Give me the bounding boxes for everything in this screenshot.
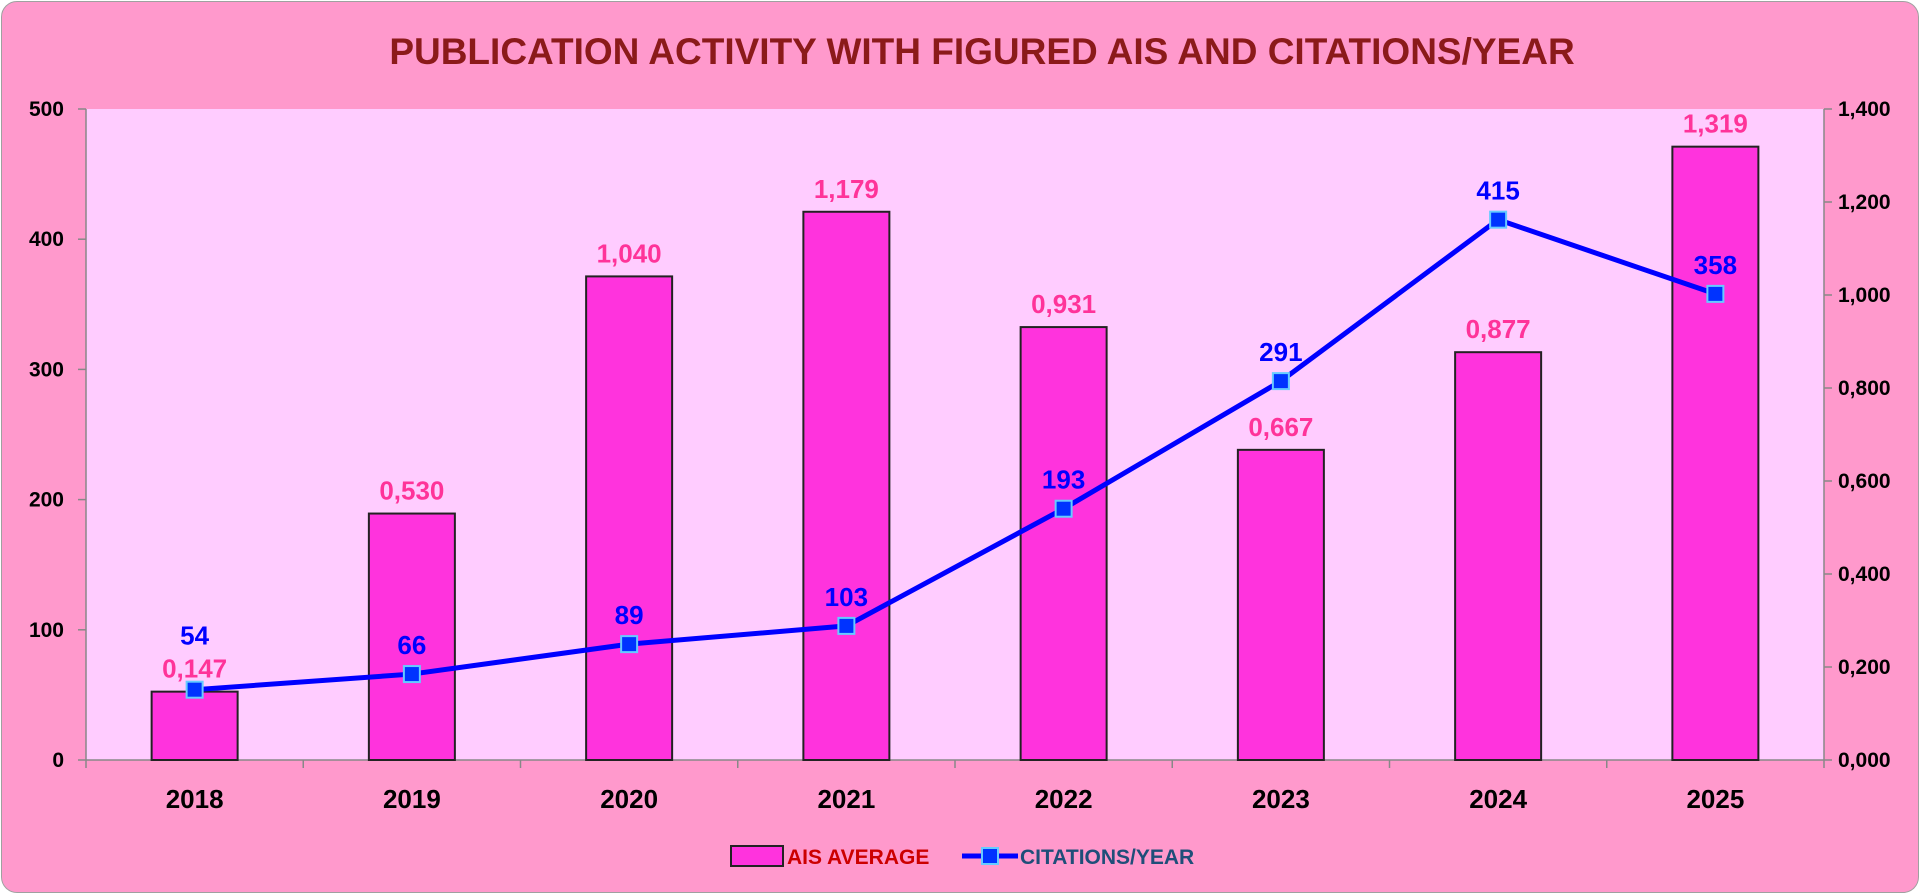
x-tick-label: 2025 — [1686, 784, 1744, 814]
chart-title: PUBLICATION ACTIVITY WITH FIGURED AIS AN… — [389, 31, 1574, 72]
x-tick-label: 2019 — [383, 784, 441, 814]
citations-marker — [620, 635, 639, 654]
bar-data-label: 1,319 — [1683, 109, 1748, 139]
x-tick-label: 2023 — [1252, 784, 1310, 814]
citations-marker — [1706, 284, 1725, 303]
bar-data-label: 1,179 — [814, 174, 879, 204]
y-right-tick-label: 1,400 — [1838, 98, 1891, 121]
y-left-tick-label: 100 — [29, 619, 64, 642]
line-data-label: 358 — [1694, 250, 1737, 280]
line-data-label: 54 — [180, 621, 209, 651]
y-right-tick-label: 1,200 — [1838, 191, 1891, 214]
line-data-label: 66 — [397, 630, 426, 660]
bar-data-label: 0,877 — [1466, 314, 1531, 344]
y-right-tick-label: 0,200 — [1838, 656, 1891, 679]
x-tick-label: 2020 — [600, 784, 658, 814]
plot-area — [86, 109, 1824, 760]
citations-marker — [837, 616, 856, 635]
legend-swatch-ais-average — [730, 845, 784, 867]
y-right-tick-label: 1,000 — [1838, 284, 1891, 307]
line-data-label: 89 — [615, 600, 644, 630]
line-data-label: 193 — [1042, 465, 1085, 495]
bar-ais-average — [1671, 145, 1760, 762]
x-tick-label: 2024 — [1469, 784, 1527, 814]
bar-ais-average — [1019, 326, 1108, 761]
line-data-label: 103 — [825, 582, 868, 612]
bar-ais-average — [1236, 448, 1325, 761]
line-data-label: 291 — [1259, 337, 1302, 367]
citations-marker — [1489, 210, 1508, 229]
x-tick-label: 2022 — [1035, 784, 1093, 814]
axes: 0 100 200 300 400 500 0,000 0,200 0,400 0,600 0,80… — [29, 98, 1891, 814]
bar-data-label: 0,667 — [1248, 412, 1313, 442]
bar-data-label: 1,040 — [597, 238, 662, 268]
line-data-label: 415 — [1476, 176, 1519, 206]
citations-line-path — [194, 217, 1717, 693]
legend-label-ais-average: AIS AVERAGE — [787, 846, 929, 869]
citations-marker — [185, 680, 204, 699]
legend-marker-citations — [981, 847, 999, 865]
citations-marker — [1271, 372, 1290, 391]
bar-data-label: 0,931 — [1031, 289, 1096, 319]
legend: AIS AVERAGE CITATIONS/YEAR — [730, 845, 1194, 869]
y-left-tick-label: 400 — [29, 228, 64, 251]
y-left-tick-label: 200 — [29, 489, 64, 512]
y-left-tick-label: 300 — [29, 358, 64, 381]
citations-line — [185, 210, 1725, 699]
citations-marker — [402, 665, 421, 684]
y-right-tick-label: 0,600 — [1838, 470, 1891, 493]
bar-ais-average — [1454, 351, 1543, 761]
bar-ais-average — [367, 512, 456, 761]
y-right-tick-label: 0,400 — [1838, 563, 1891, 586]
y-right-tick-label: 0,800 — [1838, 377, 1891, 400]
data-labels: 0,147 0,530 1,040 1,179 0,931 0,667 0,877 1,319… — [162, 109, 1748, 684]
bar-ais-average — [585, 275, 674, 761]
bars — [150, 145, 1760, 762]
x-tick-label: 2021 — [817, 784, 875, 814]
bar-ais-average — [150, 690, 239, 762]
y-right-tick-label: 0,000 — [1838, 749, 1891, 772]
y-left-tick-label: 0 — [52, 749, 64, 772]
bar-ais-average — [802, 210, 891, 761]
legend-label-citations: CITATIONS/YEAR — [1020, 846, 1194, 869]
x-tick-label: 2018 — [166, 784, 224, 814]
bar-data-label: 0,147 — [162, 654, 227, 684]
bar-data-label: 0,530 — [379, 476, 444, 506]
y-left-tick-label: 500 — [29, 98, 64, 121]
citations-marker — [1054, 499, 1073, 518]
